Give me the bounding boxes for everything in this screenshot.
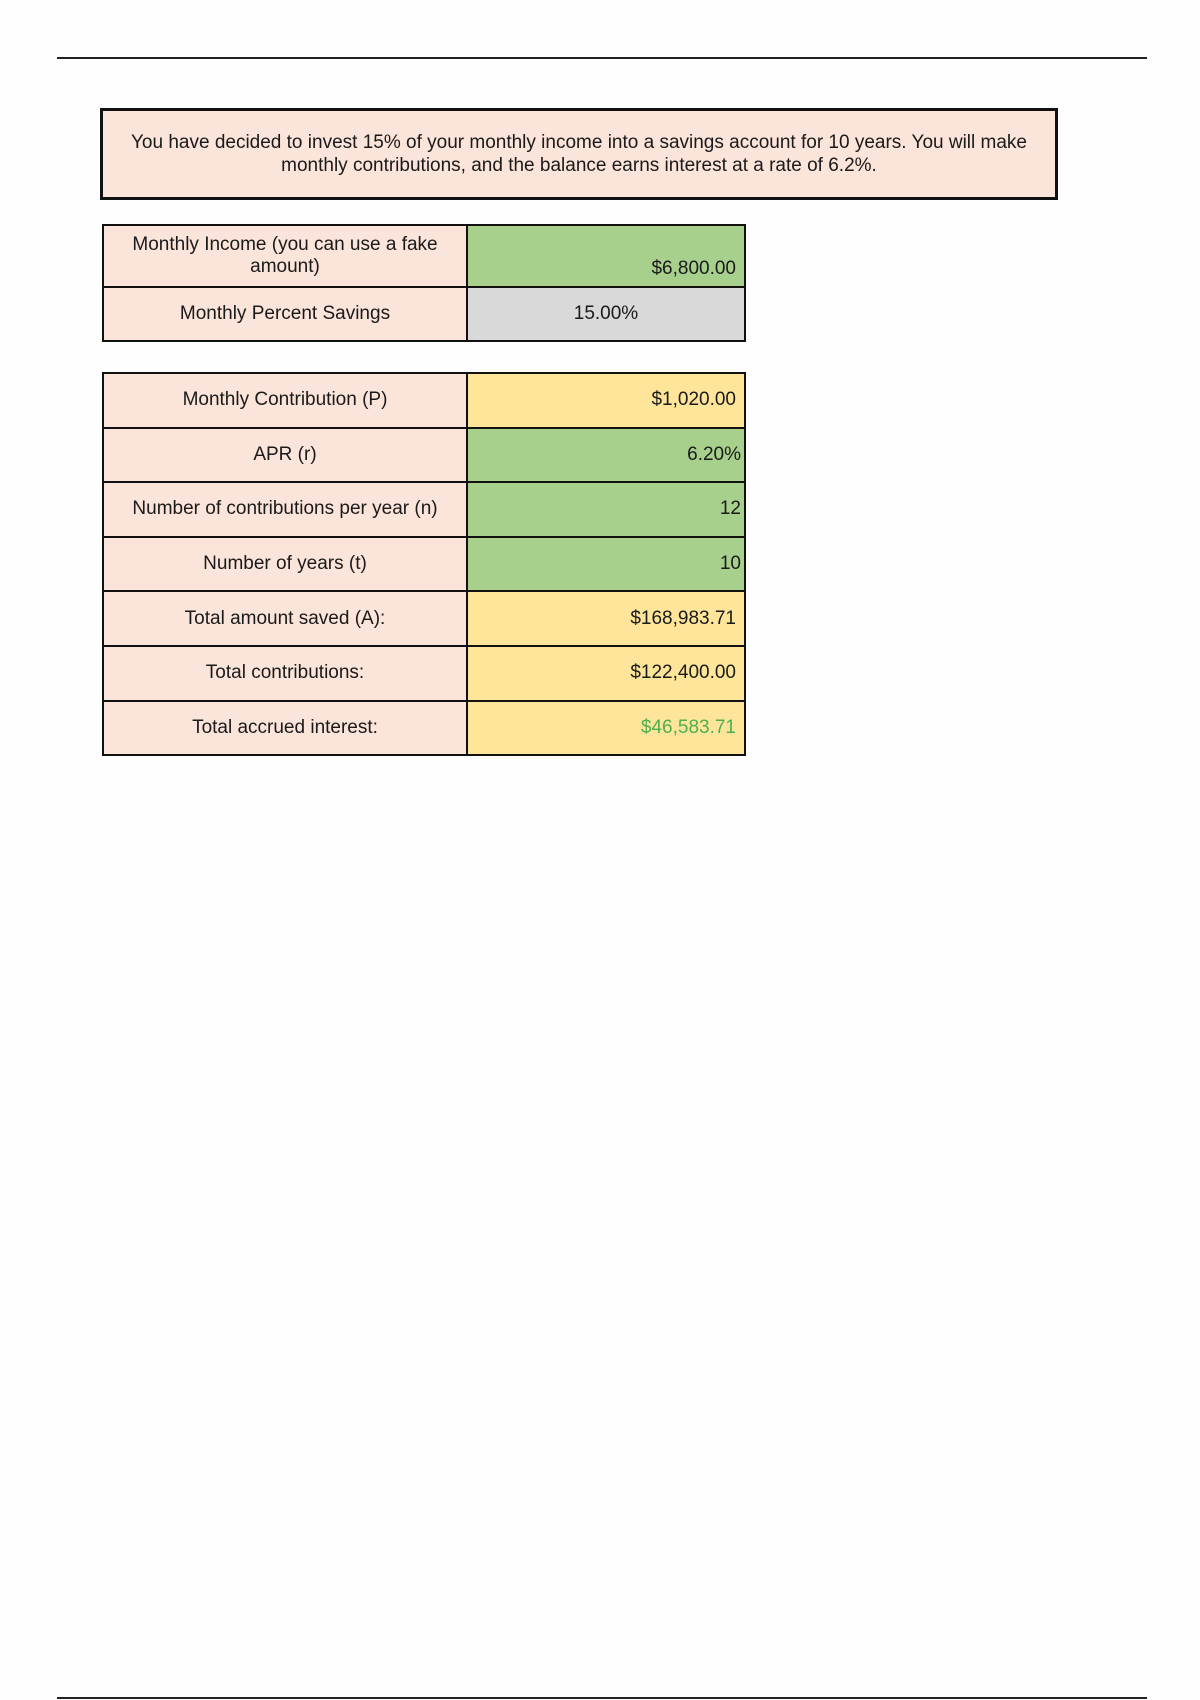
apr-label: APR (r) [102,426,468,484]
table-row: Number of years (t) 10 [102,535,746,593]
contributions-per-year-cell[interactable]: 12 [466,481,746,538]
inputs-table: Monthly Income (you can use a fake amoun… [102,224,746,342]
footer-rule [57,1697,1147,1699]
contributions-per-year-label: Number of contributions per year (n) [102,481,468,538]
contribution-label: Monthly Contribution (P) [102,372,468,429]
total-contributions-label: Total contributions: [102,644,468,702]
total-saved-cell[interactable]: $168,983.71 [466,590,746,647]
total-interest-label: Total accrued interest: [102,699,468,757]
problem-statement: You have decided to invest 15% of your m… [100,108,1058,200]
monthly-income-label: Monthly Income (you can use a fake amoun… [102,224,468,288]
contribution-cell[interactable]: $1,020.00 [466,372,746,429]
table-row: Number of contributions per year (n) 12 [102,481,746,538]
table-row: Monthly Contribution (P) $1,020.00 [102,372,746,429]
monthly-percent-label: Monthly Percent Savings [102,286,468,342]
monthly-income-cell[interactable]: $6,800.00 [466,224,746,288]
years-label: Number of years (t) [102,535,468,593]
table-row: Total contributions: $122,400.00 [102,644,746,702]
apr-cell[interactable]: 6.20% [466,426,746,484]
table-row: Total amount saved (A): $168,983.71 [102,590,746,647]
total-saved-label: Total amount saved (A): [102,590,468,647]
monthly-percent-cell[interactable]: 15.00% [466,286,746,342]
results-table: Monthly Contribution (P) $1,020.00 APR (… [102,372,746,757]
table-row: Total accrued interest: $46,583.71 [102,699,746,757]
total-contributions-cell[interactable]: $122,400.00 [466,644,746,702]
header-rule [57,57,1147,59]
total-interest-cell[interactable]: $46,583.71 [466,699,746,757]
table-row: Monthly Income (you can use a fake amoun… [102,224,746,288]
years-cell[interactable]: 10 [466,535,746,593]
table-row: Monthly Percent Savings 15.00% [102,286,746,342]
table-row: APR (r) 6.20% [102,426,746,484]
